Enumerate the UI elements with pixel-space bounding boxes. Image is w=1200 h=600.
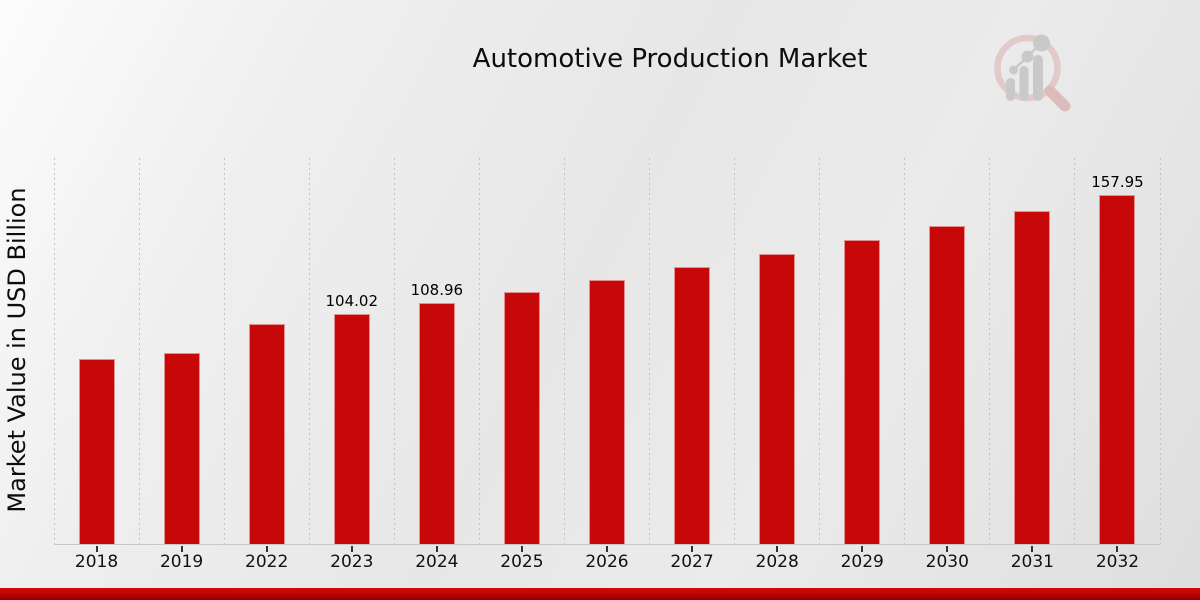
bar-value-label: 104.02 [325, 292, 379, 311]
x-tick-label: 2028 [755, 552, 799, 572]
x-tick-label: 2032 [1095, 552, 1140, 572]
bar-2023 [333, 314, 370, 544]
x-tick [180, 546, 183, 552]
x-tick [520, 546, 523, 552]
bar-2032 [1099, 194, 1136, 544]
logo-bars-icon [1006, 55, 1043, 101]
bar-2024 [418, 303, 455, 544]
bar-2018 [78, 359, 115, 544]
gridline [478, 158, 480, 544]
x-tick [946, 546, 949, 552]
x-tick-label: 2027 [670, 552, 714, 572]
gridline [563, 158, 565, 544]
x-tick-label: 2025 [500, 552, 544, 572]
x-tick-label: 2018 [74, 552, 119, 572]
gridline [734, 158, 736, 544]
x-tick-label: 2023 [330, 552, 374, 572]
x-tick-label: 2019 [159, 552, 204, 572]
x-tick [435, 546, 438, 552]
bar-2028 [759, 253, 796, 544]
x-tick [776, 546, 779, 552]
x-tick-label: 2024 [415, 552, 459, 572]
magnifier-bar-chart-logo [994, 34, 1071, 112]
gridline [904, 158, 906, 544]
x-tick [691, 546, 694, 552]
gridline [649, 158, 651, 544]
x-tick [606, 546, 608, 552]
bar-value-label: 108.96 [410, 281, 464, 300]
plot-area: 2018 2019 2022 2023 104.02 2024 108.96 2025 2026… [53, 158, 1161, 572]
gridline [138, 158, 140, 544]
x-tick [861, 546, 864, 552]
bar-2025 [503, 291, 540, 544]
bar-2019 [163, 352, 200, 544]
gridline [1074, 158, 1076, 544]
bottom-accent-bar [0, 588, 1200, 600]
x-tick-label: 2030 [925, 552, 969, 572]
x-tick-label: 2029 [840, 552, 884, 572]
x-tick-label: 2031 [1010, 552, 1054, 572]
gridline [53, 158, 55, 544]
x-tick [265, 546, 268, 552]
y-axis-label: Market Value in USD Billion [3, 187, 31, 513]
x-tick [95, 546, 98, 552]
bar-2029 [844, 240, 881, 544]
gridline [223, 158, 225, 544]
x-tick [350, 546, 353, 552]
x-tick-label: 2022 [245, 552, 289, 572]
gridline [393, 158, 395, 544]
bar-2022 [248, 324, 285, 544]
bar-value-label: 157.95 [1091, 172, 1144, 191]
bar-2026 [589, 279, 625, 544]
gridline [819, 158, 821, 544]
x-tick [1116, 546, 1119, 552]
gridline [1159, 158, 1161, 544]
chart-title: Automotive Production Market [472, 44, 868, 74]
bar-2031 [1014, 210, 1051, 544]
magnifier-handle-icon [1044, 85, 1071, 112]
gridline [308, 158, 310, 544]
bar-2027 [674, 267, 711, 544]
bar-2030 [929, 225, 966, 544]
x-tick [1031, 546, 1034, 552]
logo-trend-line-icon [1009, 34, 1050, 75]
x-tick-label: 2026 [585, 552, 629, 572]
gridline [989, 158, 991, 544]
